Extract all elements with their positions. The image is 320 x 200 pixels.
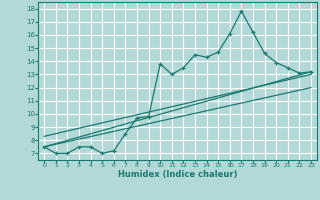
X-axis label: Humidex (Indice chaleur): Humidex (Indice chaleur) [118, 170, 237, 179]
